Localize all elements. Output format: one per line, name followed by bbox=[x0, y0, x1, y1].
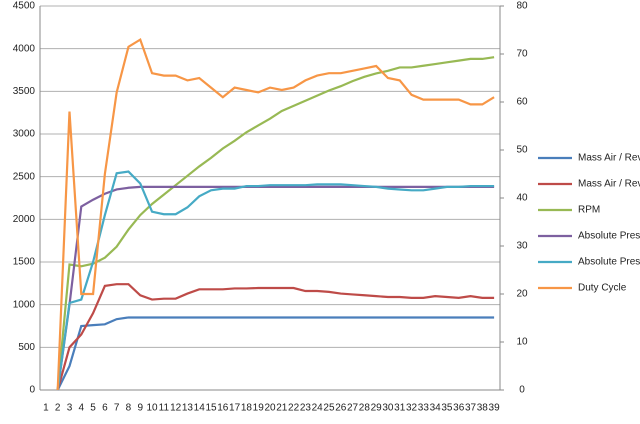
x-tick-label: 15 bbox=[205, 403, 217, 414]
x-tick-label: 23 bbox=[300, 403, 312, 414]
x-tick-label: 10 bbox=[146, 403, 158, 414]
legend-label: Absolute Pres. bbox=[578, 257, 640, 268]
x-tick-label: 24 bbox=[312, 403, 324, 414]
x-tick-label: 25 bbox=[323, 403, 335, 414]
x-tick-label: 26 bbox=[335, 403, 347, 414]
x-tick-label: 28 bbox=[359, 403, 371, 414]
y-tick-label: 3500 bbox=[13, 86, 36, 97]
y-tick-label: 0 bbox=[29, 385, 35, 396]
x-tick-label: 2 bbox=[55, 403, 61, 414]
x-tick-label: 4 bbox=[79, 403, 85, 414]
series-line bbox=[56, 316, 495, 391]
y2-tick-label: 0 bbox=[519, 385, 525, 396]
x-tick-label: 30 bbox=[382, 403, 394, 414]
legend-label: Mass Air / Rev. bbox=[578, 179, 640, 190]
x-tick-label: 22 bbox=[288, 403, 300, 414]
legend-label: RPM bbox=[578, 205, 600, 216]
x-tick-label: 35 bbox=[441, 403, 453, 414]
x-tick-label: 20 bbox=[264, 403, 276, 414]
x-tick-label: 13 bbox=[182, 403, 194, 414]
x-tick-label: 14 bbox=[194, 403, 206, 414]
legend-label: Absolute Pres. bbox=[578, 231, 640, 242]
y-tick-label: 4000 bbox=[13, 43, 36, 54]
x-tick-label: 32 bbox=[406, 403, 418, 414]
x-tick-label: 36 bbox=[453, 403, 465, 414]
x-tick-label: 9 bbox=[137, 403, 143, 414]
y-tick-label: 2500 bbox=[13, 171, 36, 182]
series-line bbox=[56, 170, 495, 391]
y-tick-label: 500 bbox=[18, 342, 35, 353]
x-tick-label: 17 bbox=[229, 403, 241, 414]
x-tick-label: 16 bbox=[217, 403, 229, 414]
x-tick-label: 3 bbox=[67, 403, 73, 414]
legend-label: Duty Cycle bbox=[578, 283, 627, 294]
x-tick-label: 7 bbox=[114, 403, 120, 414]
x-tick-label: 33 bbox=[418, 403, 430, 414]
y-tick-label: 3000 bbox=[13, 129, 36, 140]
x-tick-label: 18 bbox=[241, 403, 253, 414]
y2-tick-label: 70 bbox=[516, 49, 528, 60]
x-tick-label: 6 bbox=[102, 403, 108, 414]
series-line bbox=[56, 185, 495, 391]
x-tick-label: 37 bbox=[465, 403, 477, 414]
series-line bbox=[56, 283, 495, 391]
x-tick-label: 29 bbox=[371, 403, 383, 414]
y2-tick-label: 20 bbox=[516, 289, 528, 300]
x-tick-label: 27 bbox=[347, 403, 359, 414]
x-tick-label: 31 bbox=[394, 403, 406, 414]
y2-tick-label: 80 bbox=[516, 1, 528, 12]
y-tick-label: 1000 bbox=[13, 299, 36, 310]
x-tick-label: 38 bbox=[477, 403, 489, 414]
x-tick-label: 8 bbox=[126, 403, 132, 414]
x-tick-label: 19 bbox=[253, 403, 265, 414]
y2-tick-label: 10 bbox=[516, 337, 528, 348]
x-tick-label: 12 bbox=[170, 403, 182, 414]
x-tick-label: 21 bbox=[276, 403, 288, 414]
x-tick-label: 34 bbox=[430, 403, 442, 414]
y2-tick-label: 40 bbox=[516, 193, 528, 204]
x-tick-label: 5 bbox=[90, 403, 96, 414]
y-tick-label: 4500 bbox=[13, 1, 36, 12]
y2-tick-label: 60 bbox=[516, 97, 528, 108]
y2-tick-label: 30 bbox=[516, 241, 528, 252]
legend-label: Mass Air / Rev. bbox=[578, 153, 640, 164]
x-tick-label: 1 bbox=[43, 403, 49, 414]
x-tick-label: 39 bbox=[489, 403, 501, 414]
series-line bbox=[56, 37, 495, 391]
series-line bbox=[56, 56, 495, 391]
y-tick-label: 2000 bbox=[13, 214, 36, 225]
x-tick-label: 11 bbox=[159, 403, 170, 414]
y2-tick-label: 50 bbox=[516, 145, 528, 156]
y-tick-label: 1500 bbox=[13, 257, 36, 268]
